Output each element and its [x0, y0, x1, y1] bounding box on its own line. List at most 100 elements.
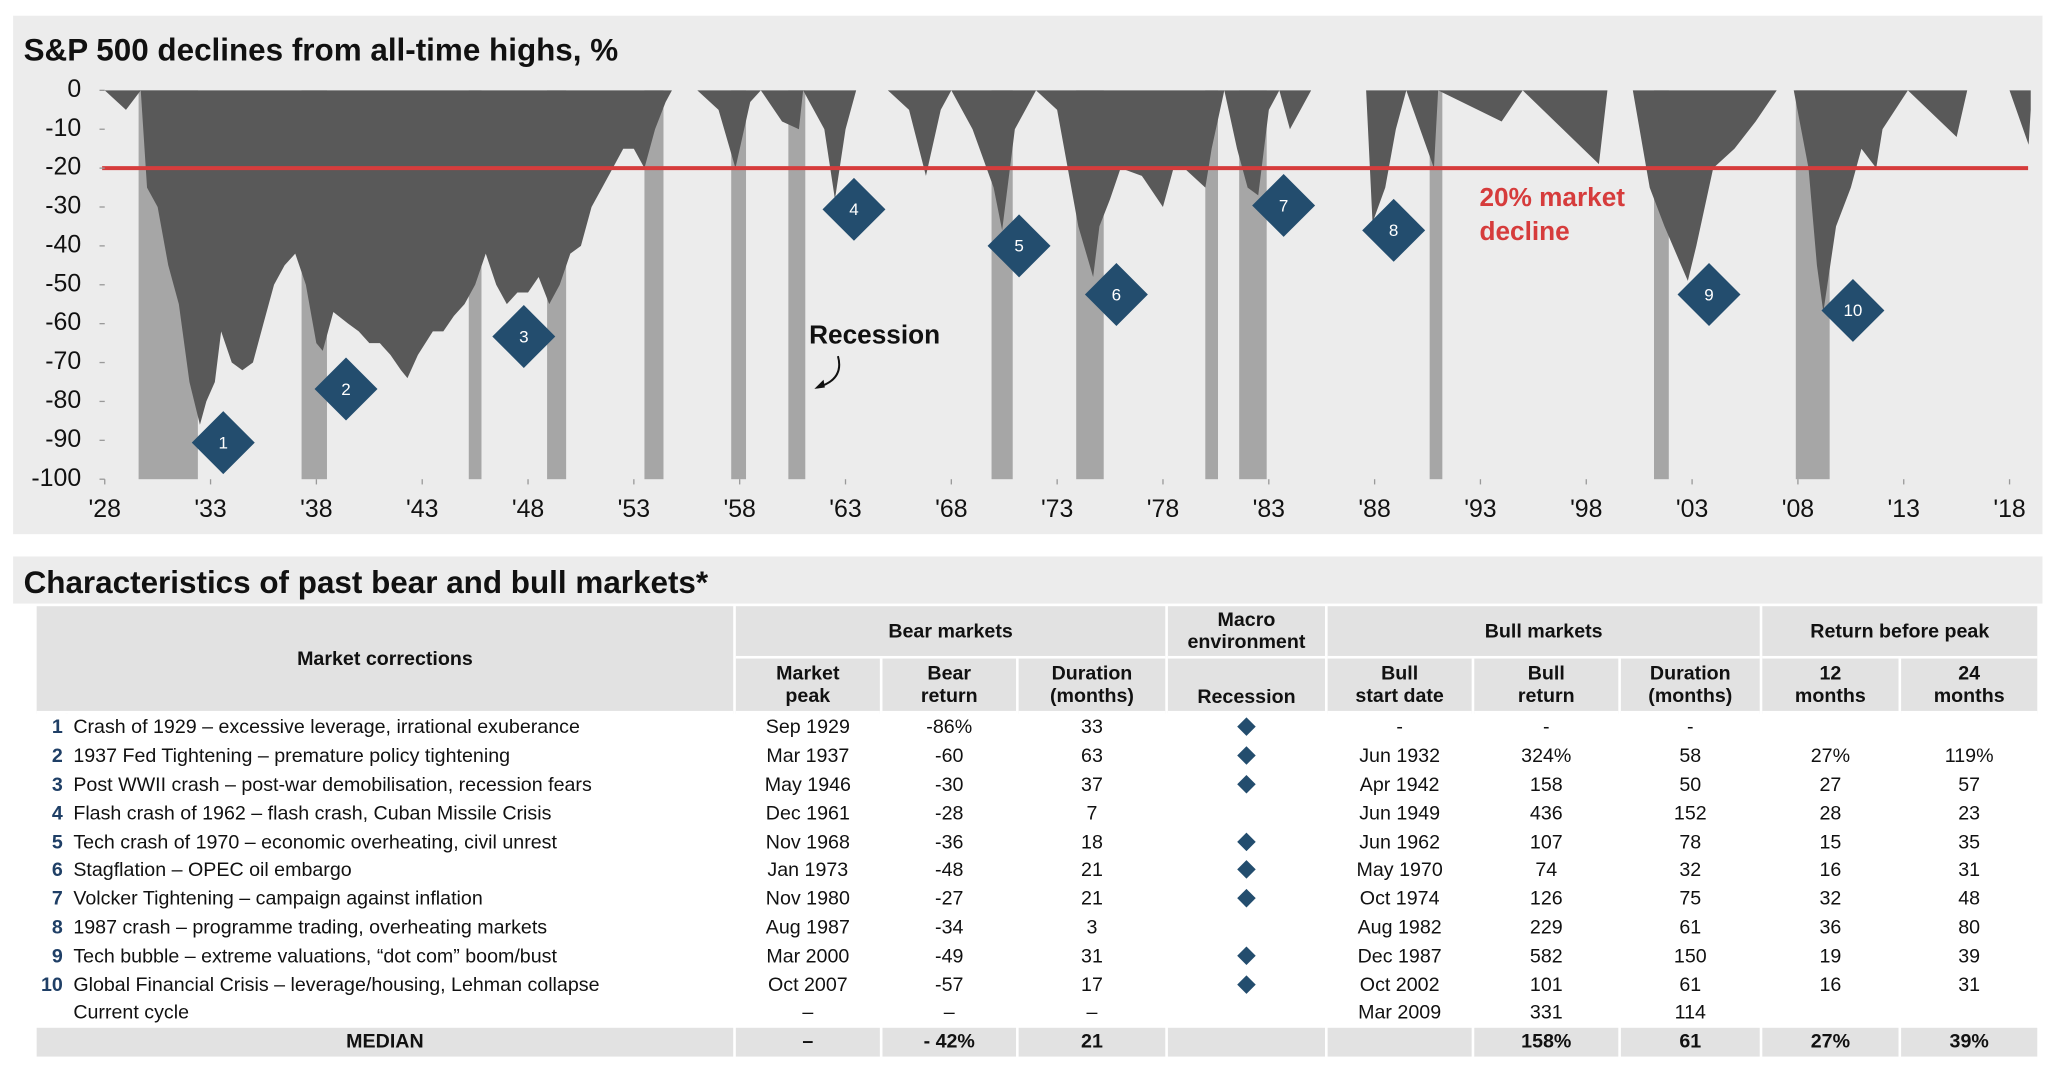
- recession-diamond: [1237, 889, 1256, 908]
- table-cell: 31: [1901, 970, 2038, 999]
- header-line: Bear markets: [888, 619, 1013, 643]
- table-row: 7 Volcker Tightening – campaign against i…: [36, 884, 2038, 914]
- x-tick-label: '73: [1041, 495, 1073, 523]
- marker-label: 10: [1843, 301, 1862, 320]
- table-cell: 150: [1620, 941, 1760, 971]
- table: Market corrections Bear markets Macro envir…: [34, 606, 2040, 1057]
- table-cell: Dec 1961: [735, 799, 880, 828]
- marker-label: 8: [1389, 221, 1398, 240]
- group-header: Macro environment: [1167, 606, 1326, 659]
- y-tick-label: -80: [45, 386, 81, 414]
- recession-diamond: [1237, 774, 1256, 794]
- table-cell: Dec 1987: [1327, 941, 1472, 971]
- marker-label: 6: [1112, 285, 1121, 304]
- table-cell: 32: [1762, 884, 1899, 914]
- x-tick-label: '43: [406, 495, 438, 523]
- table-cell: Mar 2009: [1327, 998, 1472, 1028]
- table-cell: 15: [1762, 827, 1899, 857]
- marker-label: 5: [1014, 237, 1023, 256]
- table-cell: 31: [1018, 941, 1166, 971]
- recession-diamond: [1237, 860, 1256, 880]
- table-cell: -27: [882, 884, 1017, 914]
- header-line: Return before peak: [1810, 619, 1990, 643]
- header-line: 24: [1958, 662, 1981, 685]
- y-tick-label: 0: [67, 75, 81, 103]
- table-cell: 31: [1901, 856, 2038, 885]
- header-line: return: [1517, 684, 1575, 708]
- overlay-layer: 20% market decline 1 2 3 4 5 6 7 8 9 10: [102, 166, 2029, 475]
- y-tick-label: -10: [45, 114, 81, 142]
- table-cell: Nov 1980: [735, 884, 880, 914]
- table-cell: 27%: [1762, 742, 1899, 771]
- table-cell: [1167, 970, 1326, 999]
- table-cell: 23: [1901, 799, 2038, 828]
- chart: S&P 500 declines from all-time highs, % …: [24, 33, 2031, 523]
- table-row: 3 Post WWII crash – post-war demobilisati…: [36, 770, 2038, 800]
- column-header: Bear return: [882, 658, 1017, 714]
- table-cell: 101: [1474, 970, 1619, 999]
- table-cell: -: [1474, 713, 1619, 743]
- table-row: Current cycle – – – Mar 2009 331 114: [36, 998, 2038, 1028]
- row-number: [36, 998, 66, 1028]
- table-cell: 331: [1474, 998, 1619, 1028]
- row-name: Tech crash of 1970 – economic overheatin…: [68, 827, 734, 857]
- table-cell: [1167, 941, 1326, 971]
- table-cell: 21: [1018, 856, 1166, 885]
- header-line: Bull: [1527, 662, 1565, 685]
- row-name: Flash crash of 1962 – flash crash, Cuban…: [68, 799, 734, 828]
- table-cell: [1762, 713, 1899, 743]
- median-cell: 39%: [1901, 1027, 2038, 1057]
- table-cell: 35: [1901, 827, 2038, 857]
- recession-diamond: [1237, 746, 1256, 765]
- table-cell: 75: [1620, 884, 1760, 914]
- header-line: Bull markets: [1484, 619, 1603, 643]
- drawdown-area: [104, 90, 2031, 425]
- median-row: MEDIAN – - 42% 21 158% 61 27% 39%: [36, 1027, 2038, 1057]
- header-line: months: [1794, 684, 1866, 708]
- table-cell: -: [1620, 713, 1760, 743]
- table-cell: 36: [1762, 913, 1899, 942]
- x-tick-label: '08: [1782, 495, 1814, 523]
- table-cell: 61: [1620, 913, 1760, 942]
- median-cell: [1327, 1027, 1472, 1057]
- x-tick-label: '53: [618, 495, 650, 523]
- table-cell: 61: [1620, 970, 1760, 999]
- table-cell: -28: [882, 799, 1017, 828]
- table-cell: -: [1327, 713, 1472, 743]
- header-line: Bull: [1381, 662, 1419, 685]
- table-cell: May 1946: [735, 770, 880, 800]
- marker-diamond: [1084, 263, 1148, 326]
- recession-bar: [788, 90, 806, 480]
- table-cell: 80: [1901, 913, 2038, 942]
- row-name: Crash of 1929 – excessive leverage, irra…: [68, 713, 734, 743]
- table-cell: [1167, 742, 1326, 771]
- row-number: 2: [36, 742, 66, 771]
- table-cell: –: [735, 998, 880, 1028]
- table-cell: -49: [882, 941, 1017, 971]
- row-number: 10: [36, 970, 66, 999]
- marker-label: 3: [519, 327, 528, 346]
- table-cell: 78: [1620, 827, 1760, 857]
- header-line: Market corrections: [297, 647, 473, 670]
- table-cell: 126: [1474, 884, 1619, 914]
- x-tick-label: '28: [89, 495, 121, 523]
- median-cell: [1167, 1027, 1326, 1057]
- marker-diamond: [492, 305, 556, 368]
- row-name: Global Financial Crisis – leverage/housi…: [68, 970, 734, 999]
- header-line: Duration: [1051, 662, 1133, 685]
- marker-diamond: [987, 214, 1051, 278]
- table-cell: -57: [882, 970, 1017, 999]
- median-cell: 158%: [1474, 1027, 1619, 1057]
- marker-diamond: [1252, 173, 1316, 237]
- x-tick-label: '13: [1888, 495, 1920, 523]
- table-row: 1 Crash of 1929 – excessive leverage, irr…: [36, 713, 2038, 743]
- group-header: Market corrections: [36, 606, 734, 714]
- table-row: 8 1987 crash – programme trading, overhea…: [36, 913, 2038, 942]
- table-cell: 18: [1018, 827, 1166, 857]
- column-header: Bull return: [1474, 658, 1619, 714]
- table-cell: Oct 2002: [1327, 970, 1472, 999]
- y-tick-label: -100: [31, 464, 81, 492]
- table-cell: 63: [1018, 742, 1166, 771]
- x-tick-label: '38: [300, 495, 332, 523]
